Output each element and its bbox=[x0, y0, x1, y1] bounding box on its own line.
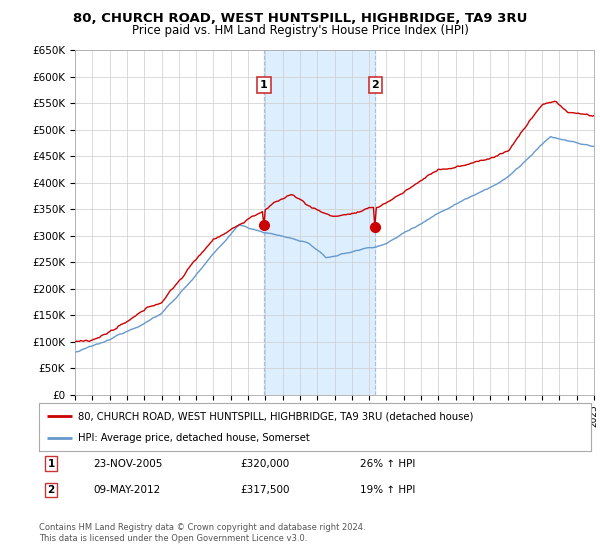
Text: Contains HM Land Registry data © Crown copyright and database right 2024.: Contains HM Land Registry data © Crown c… bbox=[39, 523, 365, 532]
Text: 1: 1 bbox=[260, 80, 268, 90]
Text: 19% ↑ HPI: 19% ↑ HPI bbox=[360, 485, 415, 495]
Text: This data is licensed under the Open Government Licence v3.0.: This data is licensed under the Open Gov… bbox=[39, 534, 307, 543]
Text: Price paid vs. HM Land Registry's House Price Index (HPI): Price paid vs. HM Land Registry's House … bbox=[131, 24, 469, 36]
Text: 80, CHURCH ROAD, WEST HUNTSPILL, HIGHBRIDGE, TA9 3RU: 80, CHURCH ROAD, WEST HUNTSPILL, HIGHBRI… bbox=[73, 12, 527, 25]
Bar bbox=[264, 50, 376, 395]
Text: 2: 2 bbox=[371, 80, 379, 90]
Text: 23-NOV-2005: 23-NOV-2005 bbox=[93, 459, 163, 469]
Text: HPI: Average price, detached house, Somerset: HPI: Average price, detached house, Some… bbox=[77, 433, 310, 443]
Text: 80, CHURCH ROAD, WEST HUNTSPILL, HIGHBRIDGE, TA9 3RU (detached house): 80, CHURCH ROAD, WEST HUNTSPILL, HIGHBRI… bbox=[77, 411, 473, 421]
Text: 1: 1 bbox=[47, 459, 55, 469]
Text: 2: 2 bbox=[47, 485, 55, 495]
Text: £317,500: £317,500 bbox=[240, 485, 290, 495]
Text: £320,000: £320,000 bbox=[240, 459, 289, 469]
Text: 09-MAY-2012: 09-MAY-2012 bbox=[93, 485, 160, 495]
Text: 26% ↑ HPI: 26% ↑ HPI bbox=[360, 459, 415, 469]
